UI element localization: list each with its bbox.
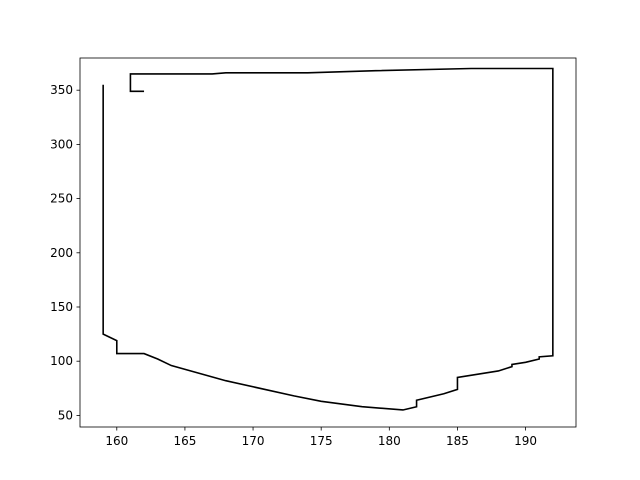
x-tick-label: 175 [310,434,333,448]
y-tick-label: 350 [50,83,73,97]
y-tick-label: 50 [58,408,73,422]
plot-frame [79,57,577,428]
y-tick-label: 100 [50,354,73,368]
y-tick-label: 200 [50,246,73,260]
y-axis: 50 100 150 200 250 300 350 [50,83,80,422]
y-tick-label: 250 [50,192,73,206]
x-tick-label: 165 [173,434,196,448]
y-tick-label: 300 [50,137,73,151]
x-axis: 160 165 170 175 180 185 190 [105,427,537,448]
x-tick-label: 190 [514,434,537,448]
series-line-0 [102,67,554,411]
x-tick-label: 180 [378,434,401,448]
series-layer [102,67,554,411]
y-tick-label: 150 [50,300,73,314]
x-tick-label: 160 [105,434,128,448]
plot-area [80,58,576,427]
x-tick-label: 170 [242,434,265,448]
x-tick-label: 185 [446,434,469,448]
